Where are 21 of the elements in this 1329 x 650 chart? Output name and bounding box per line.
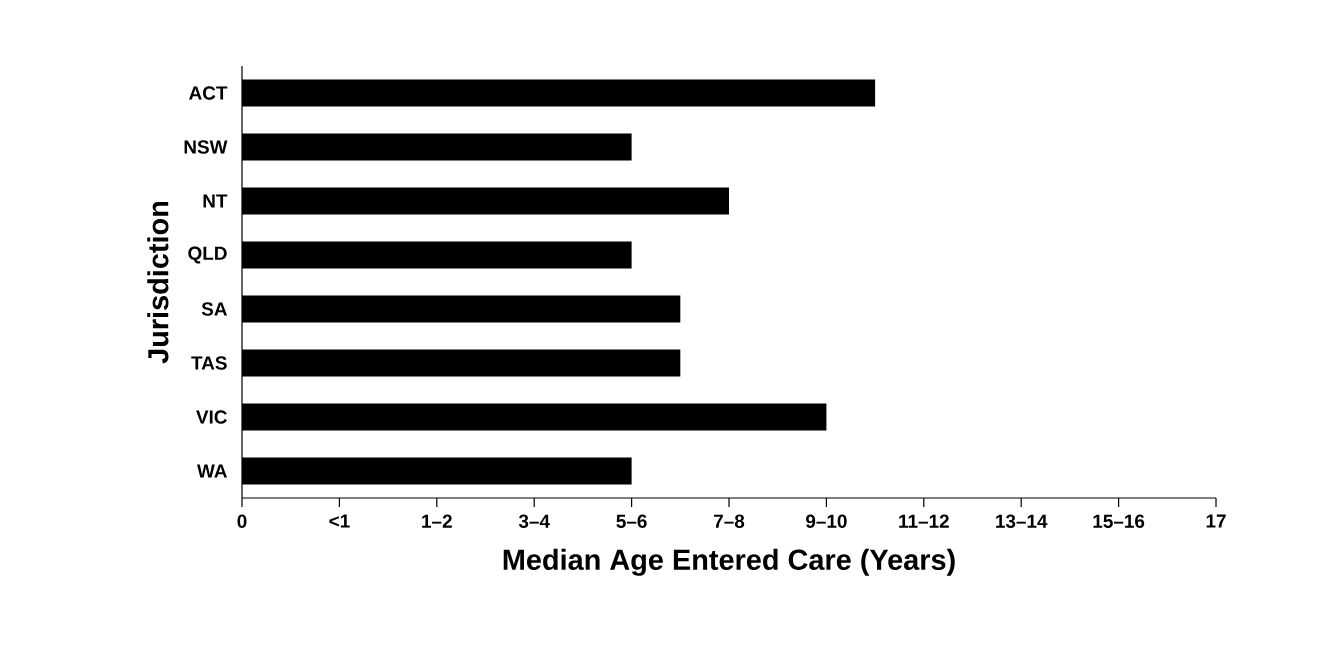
y-axis-title: Jurisdiction [147,201,169,364]
x-tick-label: 5–6 [616,514,647,528]
x-tick-label: 15–16 [1093,514,1145,528]
x-tick-label: 13–14 [996,514,1048,528]
y-tick-label: NT [203,194,228,208]
x-tick-label: 11–12 [899,514,949,528]
y-tick-label: VIC [196,410,227,424]
y-tick-label: ACT [189,86,228,100]
x-axis-title: Median Age Entered Care (Years) [503,548,955,576]
y-tick-label: NSW [184,140,228,154]
y-tick-label: QLD [188,246,227,264]
x-tick-label: 1–2 [422,514,452,528]
x-tick-label: 7–8 [714,514,745,528]
y-tick-label: TAS [191,356,227,370]
x-tick-label: 3–4 [518,514,550,528]
x-tick-label: 17 [1206,514,1226,528]
x-tick-label: <1 [329,514,350,528]
x-tick-label: 9–10 [806,514,847,528]
x-tick-label: 0 [237,514,247,528]
y-tick-label: WA [197,464,227,478]
y-tick-label: SA [201,302,227,316]
